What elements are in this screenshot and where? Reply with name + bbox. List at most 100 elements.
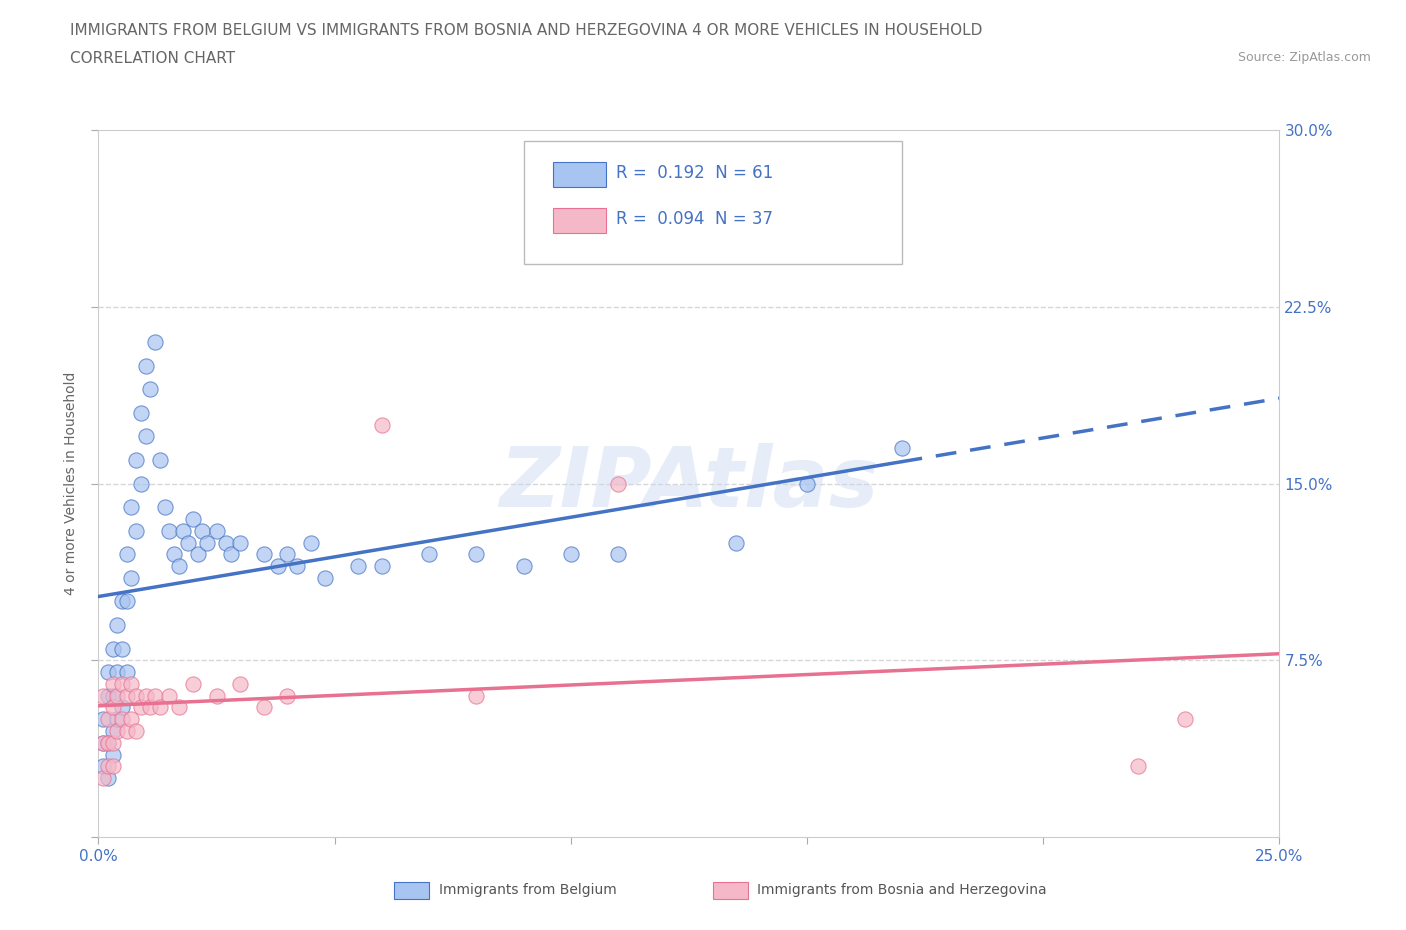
Point [1174, 711, 1197, 726]
Point [371, 559, 394, 574]
Point [91, 759, 114, 774]
Point [97, 771, 120, 786]
Point [153, 499, 176, 514]
Point [101, 688, 124, 703]
Point [135, 358, 157, 373]
Point [91, 688, 114, 703]
Point [205, 688, 228, 703]
Point [177, 535, 200, 550]
Point [105, 618, 128, 632]
Text: Source: ZipAtlas.com: Source: ZipAtlas.com [1237, 51, 1371, 64]
Point [115, 594, 138, 609]
Point [163, 547, 186, 562]
Point [371, 418, 394, 432]
FancyBboxPatch shape [394, 882, 429, 899]
Point [105, 665, 128, 680]
Point [111, 641, 134, 656]
Point [115, 547, 138, 562]
Point [111, 676, 134, 691]
Point [285, 559, 308, 574]
Point [157, 524, 180, 538]
Point [167, 700, 190, 715]
Point [191, 524, 214, 538]
Y-axis label: 4 or more Vehicles in Household: 4 or more Vehicles in Household [65, 372, 79, 595]
Point [121, 570, 143, 585]
Point [181, 676, 204, 691]
Point [121, 711, 143, 726]
Point [276, 688, 298, 703]
Point [91, 736, 114, 751]
FancyBboxPatch shape [553, 208, 606, 232]
Point [465, 547, 488, 562]
Point [229, 676, 252, 691]
Text: IMMIGRANTS FROM BELGIUM VS IMMIGRANTS FROM BOSNIA AND HERZEGOVINA 4 OR MORE VEHI: IMMIGRANTS FROM BELGIUM VS IMMIGRANTS FR… [70, 23, 983, 38]
Point [314, 570, 336, 585]
Point [512, 559, 534, 574]
Point [560, 547, 582, 562]
Text: ZIPAtlas: ZIPAtlas [499, 443, 879, 525]
Point [121, 499, 143, 514]
Point [253, 700, 276, 715]
Point [91, 736, 114, 751]
Point [465, 688, 488, 703]
Point [139, 700, 162, 715]
Point [229, 535, 252, 550]
Point [115, 665, 138, 680]
Point [143, 335, 166, 350]
FancyBboxPatch shape [523, 140, 901, 264]
Point [276, 547, 298, 562]
Point [725, 535, 748, 550]
FancyBboxPatch shape [713, 882, 748, 899]
Point [215, 535, 238, 550]
Point [97, 736, 120, 751]
Point [607, 476, 630, 491]
Point [101, 724, 124, 738]
Point [890, 441, 912, 456]
Point [105, 711, 128, 726]
Point [101, 747, 124, 762]
Text: Immigrants from Bosnia and Herzegovina: Immigrants from Bosnia and Herzegovina [758, 883, 1047, 897]
Point [97, 736, 120, 751]
Point [157, 688, 180, 703]
Point [101, 676, 124, 691]
Point [125, 724, 148, 738]
Point [187, 547, 209, 562]
Point [1126, 759, 1149, 774]
Point [101, 759, 124, 774]
Point [253, 547, 276, 562]
Text: R =  0.192  N = 61: R = 0.192 N = 61 [616, 165, 773, 182]
Point [111, 711, 134, 726]
Point [129, 700, 152, 715]
Point [111, 700, 134, 715]
Text: Immigrants from Belgium: Immigrants from Belgium [439, 883, 616, 897]
Point [125, 524, 148, 538]
Text: CORRELATION CHART: CORRELATION CHART [70, 51, 235, 66]
Point [105, 724, 128, 738]
Point [299, 535, 322, 550]
Point [101, 641, 124, 656]
Point [149, 700, 172, 715]
Point [347, 559, 370, 574]
Point [267, 559, 290, 574]
Point [195, 535, 218, 550]
FancyBboxPatch shape [553, 162, 606, 187]
Point [219, 547, 242, 562]
Point [135, 688, 157, 703]
Point [105, 688, 128, 703]
Point [139, 382, 162, 397]
Point [143, 688, 166, 703]
Point [135, 429, 157, 444]
Point [181, 512, 204, 526]
Point [129, 405, 152, 420]
Point [111, 594, 134, 609]
Point [121, 676, 143, 691]
Point [91, 711, 114, 726]
Point [97, 688, 120, 703]
Point [91, 771, 114, 786]
Point [129, 476, 152, 491]
Point [125, 688, 148, 703]
Point [149, 453, 172, 468]
Point [97, 665, 120, 680]
Point [125, 453, 148, 468]
Point [101, 736, 124, 751]
